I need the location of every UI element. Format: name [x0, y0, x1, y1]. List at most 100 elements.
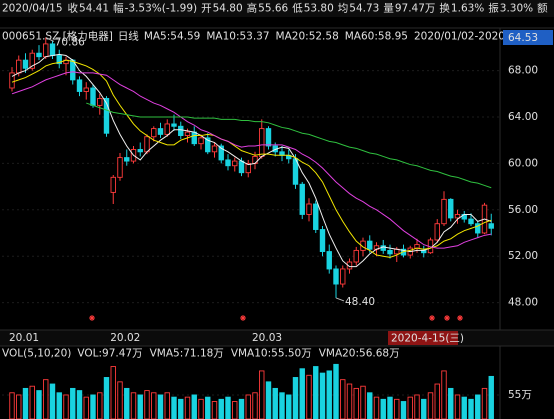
quote-label: 高	[247, 2, 258, 15]
candle-body	[205, 137, 211, 153]
quote-label: 振	[488, 2, 499, 15]
cursor-box	[388, 331, 458, 345]
volume-bar	[171, 396, 177, 419]
candle-body	[110, 176, 116, 193]
volume-bar	[151, 392, 157, 419]
ma-line	[86, 102, 492, 189]
candle-body	[191, 131, 197, 145]
volume-bar	[434, 383, 440, 419]
volume-bar	[319, 372, 326, 419]
candle-body	[367, 240, 373, 250]
ma-line	[11, 59, 492, 258]
volume-bar	[225, 396, 231, 419]
volume-bar	[22, 387, 29, 419]
candle-body	[124, 157, 130, 162]
volume-bar	[191, 394, 197, 419]
volume-bar	[380, 398, 386, 419]
y-tick-label: 60.00	[508, 157, 538, 169]
volume-bar	[76, 390, 83, 419]
quote-label: 开	[201, 3, 212, 15]
candle-body	[56, 55, 62, 65]
volume-bar	[103, 377, 110, 419]
vol-title: VOL(5,10,20)	[2, 348, 71, 360]
volume-bar	[427, 392, 434, 419]
quote-bar	[0, 0, 554, 17]
candle-body	[171, 123, 177, 127]
volume-bar	[461, 396, 467, 419]
min-pointer	[335, 297, 345, 302]
volume-bar	[232, 401, 238, 419]
volume-bar	[117, 381, 123, 419]
volume-bar	[130, 392, 137, 419]
candle-body	[245, 162, 251, 174]
volume-bar	[184, 396, 191, 419]
volume-bar	[488, 375, 494, 419]
volume-bar	[70, 387, 76, 419]
candle-body	[43, 43, 49, 58]
volume-bar	[367, 392, 373, 419]
indicator-label: VOL:97.47万	[77, 348, 142, 360]
candle-body	[346, 261, 353, 270]
candle-body	[319, 229, 326, 253]
candle-body	[441, 198, 447, 225]
max-pointer	[45, 36, 54, 42]
candle-body	[137, 149, 143, 153]
signal-markers	[89, 315, 463, 321]
period: 日线	[118, 30, 139, 43]
candle-body	[340, 268, 346, 285]
quote-label: 幅	[113, 2, 124, 15]
quote-value: 54.80	[213, 3, 243, 15]
y-tick-label: 68.00	[508, 65, 538, 77]
signal-marker	[429, 315, 435, 321]
volume-bar	[299, 368, 305, 419]
volume-bar	[9, 392, 15, 419]
candle-body	[360, 240, 366, 251]
volume-bar	[394, 398, 400, 419]
candle-body	[333, 268, 339, 285]
volume-bar	[326, 370, 332, 419]
candle-body	[36, 52, 42, 58]
volume-bar	[468, 398, 474, 419]
volume-bar	[454, 394, 461, 419]
symbol: 000651.SZ [格力电器]	[2, 30, 113, 43]
candle-body	[164, 123, 170, 135]
volume-bar	[333, 363, 339, 419]
volume-bar	[353, 387, 359, 419]
candle-body	[488, 223, 494, 229]
volume-bar	[29, 385, 35, 419]
candle-body	[184, 131, 191, 137]
quote-value: 54.41	[79, 3, 109, 15]
volume-bar	[421, 398, 427, 419]
candle-body	[448, 198, 454, 219]
candle-body	[414, 244, 420, 249]
volume-bar	[43, 379, 49, 419]
quote-label: 低	[292, 2, 303, 15]
candle-body	[29, 52, 35, 69]
volume-bar	[286, 394, 292, 419]
candle-body	[468, 218, 474, 225]
candle-body	[198, 137, 204, 145]
candle-body	[90, 87, 96, 106]
candle-body	[178, 125, 184, 137]
quote-label: 收	[68, 2, 79, 15]
x-tick-label: 20.02	[110, 332, 140, 344]
legend-entry: MA60:58.95	[345, 31, 408, 43]
candle-body	[157, 128, 164, 135]
candle-body	[83, 87, 89, 92]
quote-value: 55.66	[258, 3, 288, 15]
max-label: 70.86	[55, 36, 85, 48]
quote-label: 量	[383, 3, 394, 15]
volume-bar	[407, 396, 413, 419]
volume-bar	[198, 398, 204, 419]
y-tick-label: 56.00	[508, 204, 538, 216]
x-tick-label: 20.03	[252, 332, 282, 344]
candle-body	[434, 223, 440, 241]
volume-bar	[218, 398, 224, 419]
candle-body	[144, 136, 150, 153]
volume-bar	[56, 392, 62, 419]
volume-bar	[475, 394, 481, 419]
y-tick-label: 55万	[508, 389, 532, 401]
indicator-label: VMA5:71.18万	[150, 348, 224, 360]
volume-bar	[252, 392, 258, 419]
